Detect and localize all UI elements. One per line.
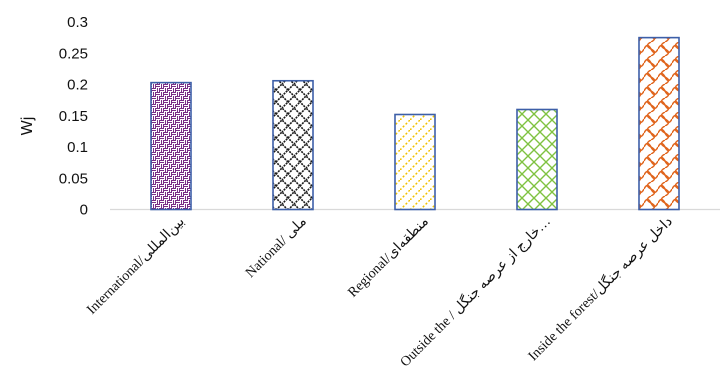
bars [150,36,680,211]
y-tick-label: 0.05 [59,170,88,187]
bar [394,113,436,211]
bar [150,81,192,211]
y-tick-label: 0.15 [59,108,88,125]
y-tick-label: 0.3 [67,14,88,31]
y-axis-ticks: 0 0.05 0.1 0.15 0.2 0.25 0.3 [59,14,88,219]
category-labels: International/بین‌المللی National/ ملی Reg… [84,213,676,370]
x-category-label: Regional/منطقه‌ای [345,214,431,300]
x-category-label: Inside the forest/داخل عرصه جنگل [524,213,675,364]
y-tick-label: 0.1 [67,139,88,156]
bar [516,108,558,211]
y-tick-label: 0.2 [67,77,88,94]
x-category-label: International/بین‌المللی [84,214,188,318]
bar [638,36,680,211]
y-axis-title: Wj [19,117,36,136]
bar [272,79,314,211]
x-category-label: National/ ملی [243,214,310,281]
y-tick-label: 0 [80,202,88,219]
y-tick-label: 0.25 [59,45,88,62]
